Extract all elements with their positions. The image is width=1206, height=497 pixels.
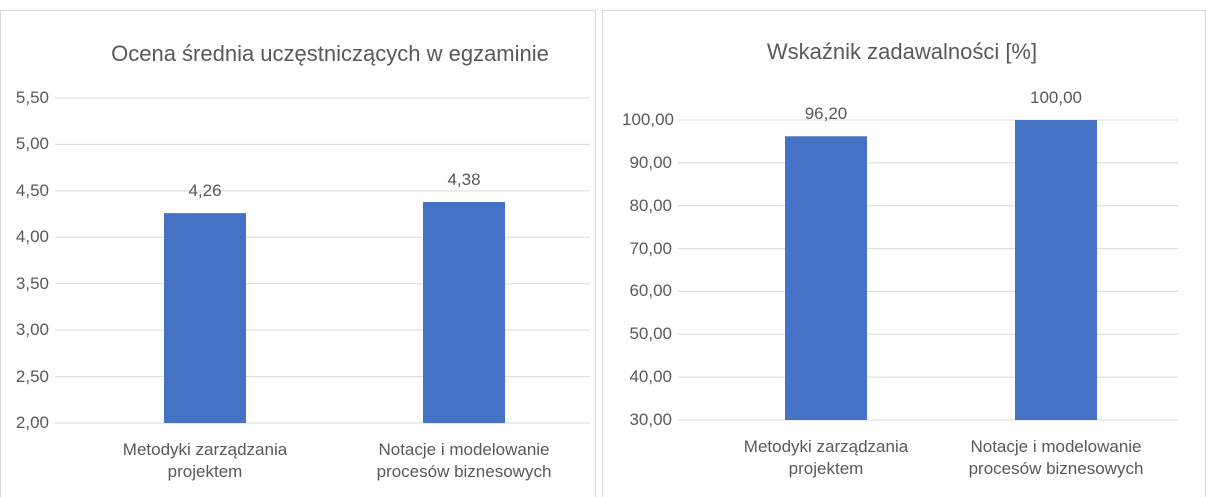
y-tick-label: 2,50 — [15, 366, 49, 386]
y-tick-label: 90,00 — [629, 152, 672, 172]
y-tick-label: 30,00 — [629, 410, 672, 429]
data-label: 96,20 — [804, 104, 848, 124]
x-tick-label: Notacje i modelowanie procesów biznesowy… — [376, 440, 552, 481]
y-tick-label: 5,00 — [15, 134, 49, 154]
y-tick-label: 4,50 — [15, 180, 49, 200]
data-label: 4,26 — [188, 181, 222, 201]
chart-title: Wskaźnik zadawalności [%] — [766, 39, 1038, 64]
y-tick-label: 4,00 — [15, 227, 49, 247]
y-tick-label: 50,00 — [629, 324, 672, 344]
y-tick-label: 3,50 — [15, 273, 49, 293]
data-label: 4,38 — [447, 170, 481, 189]
chart-title: Ocena średnia uczęstniczących w egzamini… — [111, 41, 549, 66]
y-tick-label: 60,00 — [629, 281, 672, 301]
chart-panel — [0, 10, 596, 497]
y-tick-label: 100,00 — [622, 110, 674, 129]
y-tick-label: 5,50 — [15, 88, 49, 107]
y-tick-label: 70,00 — [629, 238, 672, 258]
bar — [164, 213, 246, 423]
bar — [1015, 120, 1097, 420]
bar — [423, 202, 505, 423]
y-tick-label: 3,00 — [15, 320, 49, 340]
x-tick-label: Metodyki zarządzania projektem — [122, 440, 288, 481]
y-tick-label: 80,00 — [629, 195, 672, 215]
x-tick-label: Notacje i modelowanie procesów biznesowy… — [968, 437, 1144, 478]
y-tick-label: 40,00 — [629, 367, 672, 387]
data-label: 100,00 — [1030, 88, 1082, 107]
x-tick-label: Metodyki zarządzania projektem — [743, 437, 909, 478]
y-tick-label: 2,00 — [15, 413, 49, 432]
bar — [785, 136, 867, 421]
